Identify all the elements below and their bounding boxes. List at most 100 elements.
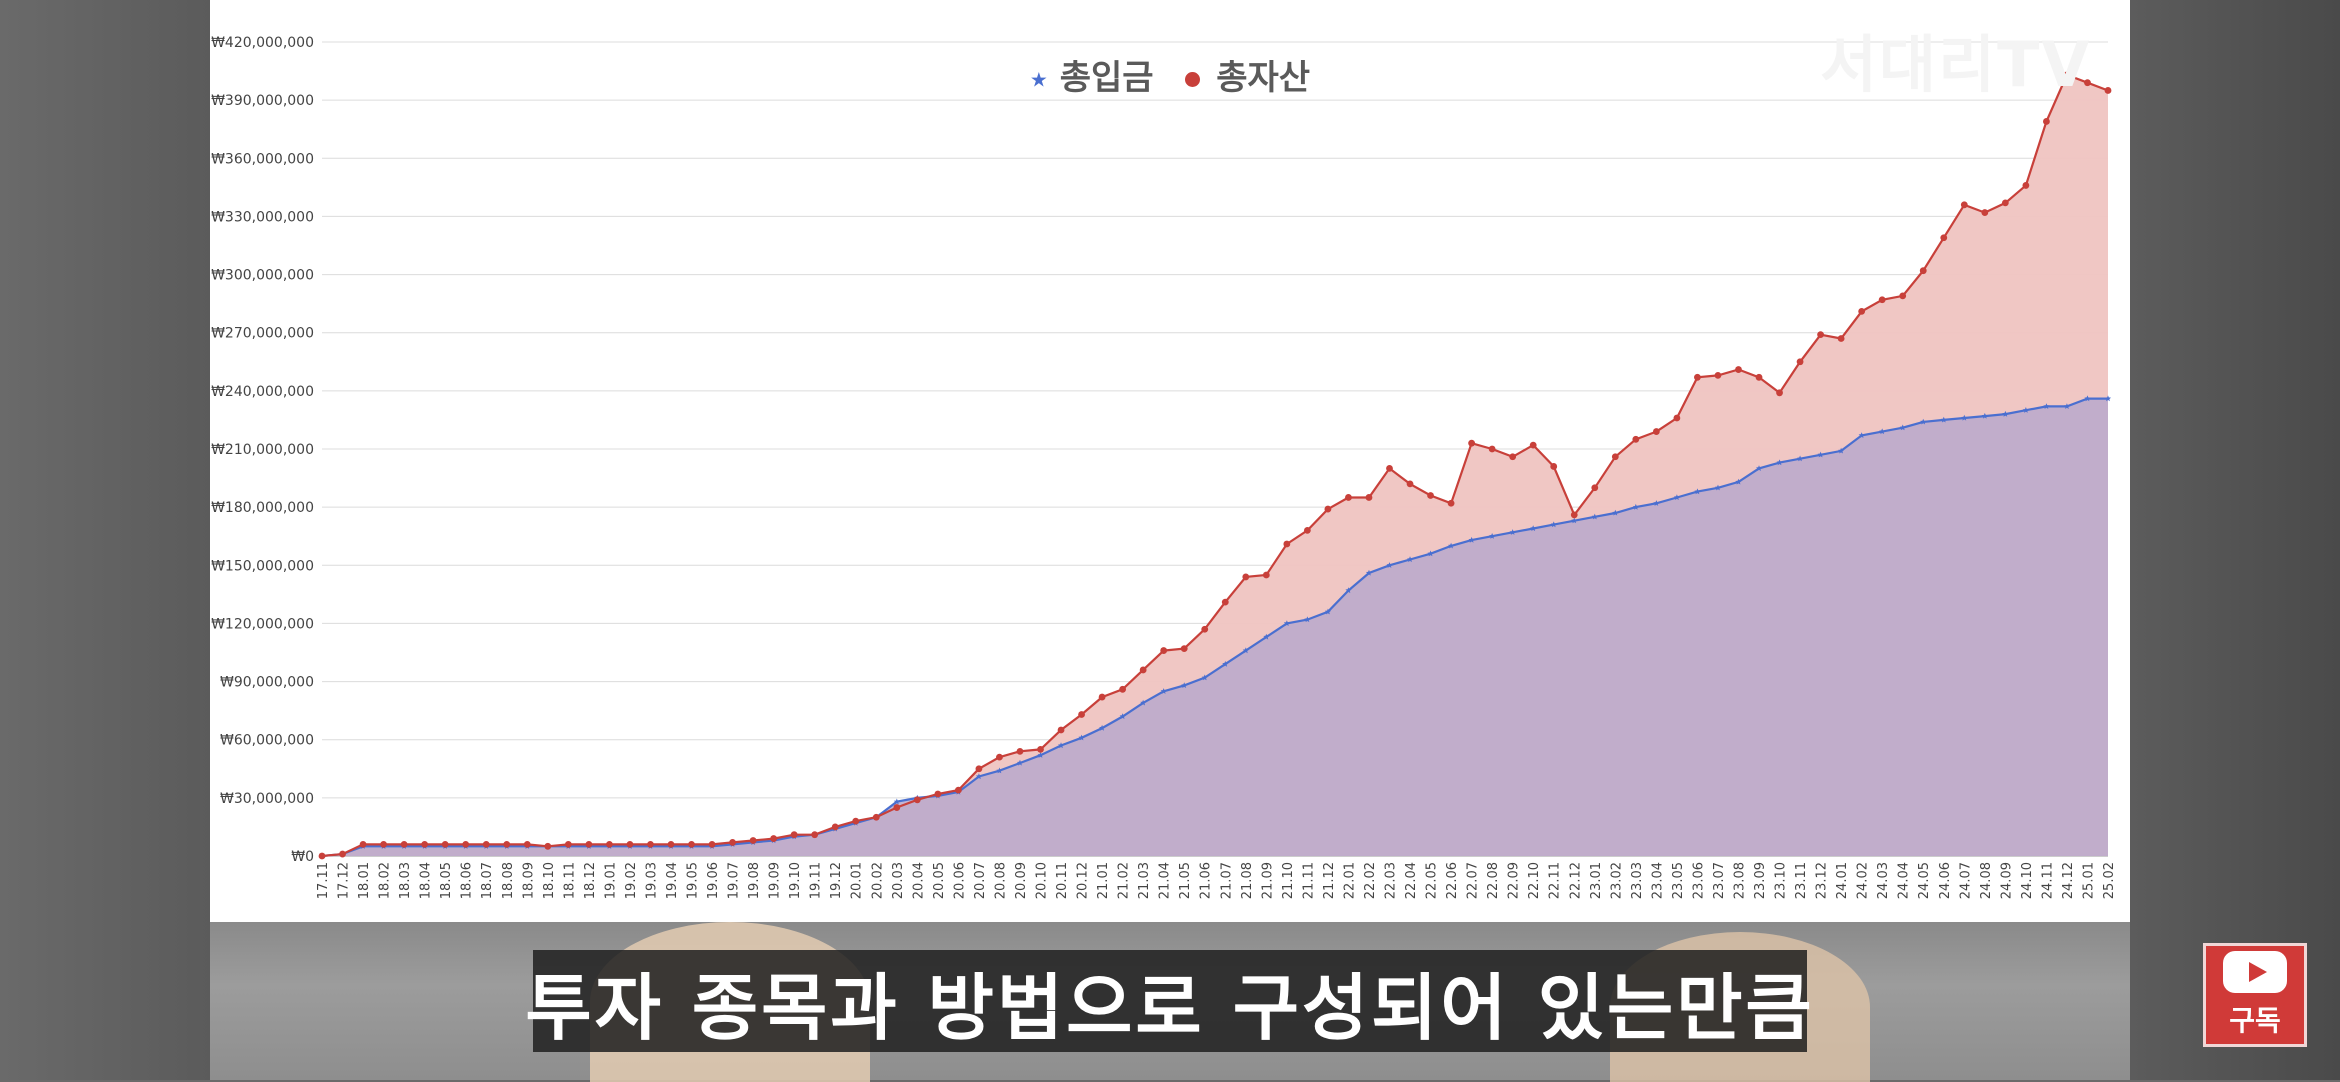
x-tick-label: 23.11 [1794,862,1809,899]
data-point-deposit [1612,509,1619,516]
data-point-deposit [1694,488,1701,495]
x-tick-label: 24.06 [1938,862,1953,899]
data-point-assets [482,840,490,848]
data-point-assets [975,765,983,773]
data-point-deposit [1920,418,1927,425]
data-point-deposit [1407,556,1414,563]
x-tick-label: 18.09 [521,862,536,899]
data-point-deposit [1571,517,1578,524]
data-point-assets [606,840,613,848]
data-point-assets [2043,118,2050,125]
data-point-assets [1283,540,1291,548]
x-tick-label: 22.10 [1527,862,1542,899]
x-tick-label: 18.04 [419,862,434,899]
x-tick-label: 23.01 [1589,862,1604,899]
x-tick-label: 20.06 [952,862,967,899]
data-point-assets [1447,499,1455,507]
x-tick-label: 23.08 [1732,862,1747,899]
x-tick-label: 24.04 [1897,862,1912,899]
x-tick-label: 19.06 [706,862,721,899]
data-point-deposit [975,773,982,780]
data-point-assets [1345,494,1352,501]
x-tick-label: 22.09 [1507,862,1522,899]
y-tick-label: ₩90,000,000 [220,675,314,691]
x-tick-label: 23.06 [1691,862,1706,899]
data-point-deposit [1263,633,1270,640]
data-point-deposit [1078,734,1085,741]
x-tick-label: 20.02 [870,862,885,899]
data-point-assets [2022,182,2030,189]
data-point-assets [1324,505,1332,513]
chart-legend: ★ 총입금 총자산 [210,50,2130,99]
data-point-assets [667,840,675,848]
x-tick-label: 22.05 [1425,862,1440,899]
x-tick-label: 21.12 [1322,862,1337,899]
data-point-assets [729,839,736,846]
x-tick-label: 19.11 [809,862,824,899]
data-point-assets [1037,746,1044,753]
y-tick-label: ₩390,000,000 [211,93,314,109]
data-point-assets [770,835,778,842]
x-tick-label: 21.08 [1240,862,1255,899]
x-tick-label: 21.09 [1260,862,1275,899]
asset-chart: ₩0 ₩30,000,000 ₩60,000,000 ₩90,000,000 ₩120,… [211,35,2117,899]
x-tick-label: 23.04 [1650,862,1665,899]
x-tick-label: 19.05 [686,862,701,899]
data-point-assets [1735,366,1742,373]
x-tick-label: 24.03 [1876,862,1891,899]
data-point-assets [954,786,962,794]
data-point-assets [1119,685,1127,693]
data-point-deposit [1140,699,1147,706]
subscribe-label: 구독 [2229,1004,2281,1037]
subscribe-button[interactable]: 구독 [2203,943,2307,1047]
x-tick-label: 21.06 [1199,862,1214,899]
x-tick-label: 21.03 [1137,862,1152,899]
data-point-assets [647,840,654,848]
y-tick-label: ₩180,000,000 [211,500,314,516]
data-point-assets [1981,209,1989,216]
legend-item-deposit: ★ 총입금 [1030,50,1154,99]
x-tick-label: 20.05 [932,862,947,899]
star-icon: ★ [1029,67,1048,92]
x-tick-label: 22.03 [1383,862,1398,899]
data-point-assets [1776,389,1783,397]
data-point-assets [1488,445,1496,453]
data-point-deposit [1386,562,1393,568]
data-point-assets [2063,71,2071,79]
data-point-deposit [1735,478,1742,485]
data-point-assets [708,840,716,848]
data-point-assets [1632,435,1640,443]
data-point-deposit [2063,403,2070,409]
x-tick-label: 22.08 [1486,862,1501,899]
data-point-deposit [1016,759,1023,766]
x-tick-label: 23.03 [1630,862,1645,899]
data-point-assets [1180,645,1188,653]
data-point-deposit [2105,395,2111,402]
y-tick-label: ₩0 [291,849,314,865]
data-point-deposit [1181,682,1188,688]
series-area-deposit [322,398,2108,856]
data-point-deposit [1304,616,1311,623]
x-tick-label: 20.10 [1035,862,1050,899]
x-tick-label: 23.07 [1712,862,1727,899]
data-point-assets [339,850,346,858]
data-point-assets [872,813,880,821]
data-point-assets [544,842,552,850]
x-tick-label: 18.08 [501,862,516,899]
data-point-deposit [1509,529,1516,535]
data-point-assets [2084,79,2091,87]
data-point-assets [1899,292,1907,300]
data-point-deposit [1530,525,1537,532]
y-tick-label: ₩300,000,000 [211,268,314,284]
data-point-assets [934,790,942,798]
data-point-assets [1940,234,1948,242]
data-point-assets [913,796,921,804]
data-point-deposit [1797,455,1804,462]
data-point-assets [1365,494,1373,501]
data-point-assets [831,823,839,831]
data-point-deposit [1981,412,1988,419]
data-point-assets [1960,201,1968,209]
data-point-deposit [2022,407,2029,413]
x-tick-label: 24.12 [2061,862,2076,899]
x-tick-label: 24.11 [2040,862,2055,899]
